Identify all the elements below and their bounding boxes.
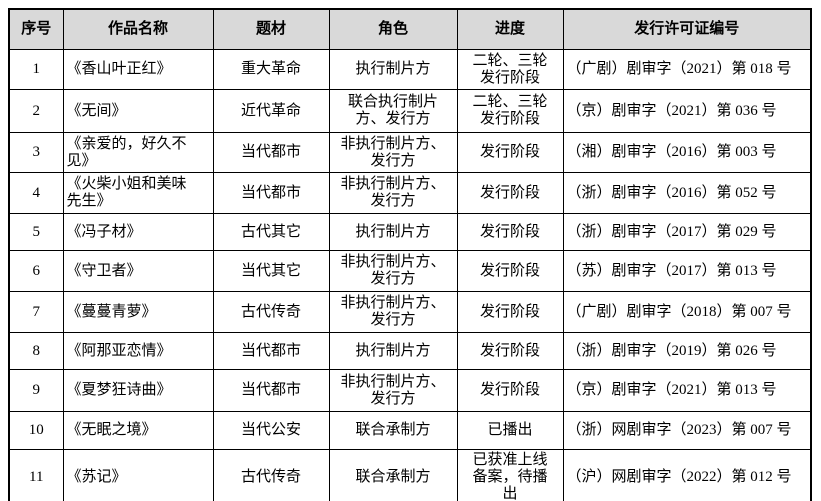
cell-license: （广剧）剧审字（2018）第 007 号 (562, 291, 812, 333)
cell-license: （沪）网剧审字（2022）第 012 号 (562, 449, 812, 501)
cell-progress: 二轮、三轮 发行阶段 (456, 89, 564, 133)
cell-role: 联合执行制片 方、发行方 (328, 89, 458, 133)
cell-role: 非执行制片方、 发行方 (328, 291, 458, 333)
cell-progress: 二轮、三轮 发行阶段 (456, 49, 564, 90)
cell-genre: 当代都市 (212, 172, 330, 214)
table-row: 1 《香山叶正红》 重大革命 执行制片方 二轮、三轮 发行阶段 （广剧）剧审字（… (8, 49, 812, 90)
cell-progress: 发行阶段 (456, 369, 564, 412)
cell-license: （苏）剧审字（2017）第 013 号 (562, 250, 812, 292)
cell-progress: 已获准上线 备案，待播 出 (456, 449, 564, 501)
cell-genre: 重大革命 (212, 49, 330, 90)
cell-genre: 当代都市 (212, 132, 330, 173)
cell-role: 联合承制方 (328, 411, 458, 450)
column-header-license: 发行许可证编号 (562, 8, 812, 50)
table-row: 10 《无眠之境》 当代公安 联合承制方 已播出 （浙）网剧审字（2023）第 … (8, 411, 812, 450)
column-header-genre: 题材 (212, 8, 330, 50)
cell-title: 《无眠之境》 (62, 411, 214, 450)
cell-genre: 当代都市 (212, 369, 330, 412)
cell-index: 7 (8, 291, 64, 333)
cell-license: （京）剧审字（2021）第 013 号 (562, 369, 812, 412)
cell-genre: 古代其它 (212, 213, 330, 251)
cell-license: （浙）剧审字（2019）第 026 号 (562, 332, 812, 370)
cell-role: 执行制片方 (328, 49, 458, 90)
cell-title: 《亲爱的，好久不 见》 (62, 132, 214, 173)
cell-index: 8 (8, 332, 64, 370)
cell-title: 《夏梦狂诗曲》 (62, 369, 214, 412)
cell-genre: 当代公安 (212, 411, 330, 450)
table-row: 9 《夏梦狂诗曲》 当代都市 非执行制片方、 发行方 发行阶段 （京）剧审字（2… (8, 369, 812, 412)
cell-license: （京）剧审字（2021）第 036 号 (562, 89, 812, 133)
works-table-header: 序号 作品名称 题材 角色 进度 发行许可证编号 (8, 8, 812, 50)
column-header-title: 作品名称 (62, 8, 214, 50)
table-row: 4 《火柴小姐和美味 先生》 当代都市 非执行制片方、 发行方 发行阶段 （浙）… (8, 172, 812, 214)
cell-role: 非执行制片方、 发行方 (328, 369, 458, 412)
cell-title: 《阿那亚恋情》 (62, 332, 214, 370)
cell-title: 《无间》 (62, 89, 214, 133)
cell-index: 9 (8, 369, 64, 412)
table-row: 3 《亲爱的，好久不 见》 当代都市 非执行制片方、 发行方 发行阶段 （湘）剧… (8, 132, 812, 173)
cell-role: 非执行制片方、 发行方 (328, 250, 458, 292)
cell-index: 3 (8, 132, 64, 173)
cell-license: （湘）剧审字（2016）第 003 号 (562, 132, 812, 173)
table-row: 6 《守卫者》 当代其它 非执行制片方、 发行方 发行阶段 （苏）剧审字（201… (8, 250, 812, 292)
cell-index: 5 (8, 213, 64, 251)
cell-progress: 已播出 (456, 411, 564, 450)
cell-index: 11 (8, 449, 64, 501)
cell-title: 《守卫者》 (62, 250, 214, 292)
cell-genre: 当代都市 (212, 332, 330, 370)
cell-progress: 发行阶段 (456, 332, 564, 370)
works-table: 序号 作品名称 题材 角色 进度 发行许可证编号 1 《香山叶正红》 重大革命 … (8, 8, 812, 501)
cell-role: 执行制片方 (328, 332, 458, 370)
column-header-role: 角色 (328, 8, 458, 50)
cell-index: 10 (8, 411, 64, 450)
cell-license: （浙）网剧审字（2023）第 007 号 (562, 411, 812, 450)
header-row: 序号 作品名称 题材 角色 进度 发行许可证编号 (8, 8, 812, 50)
cell-index: 4 (8, 172, 64, 214)
cell-progress: 发行阶段 (456, 291, 564, 333)
table-row: 7 《蔓蔓青萝》 古代传奇 非执行制片方、 发行方 发行阶段 （广剧）剧审字（2… (8, 291, 812, 333)
cell-title: 《冯子材》 (62, 213, 214, 251)
cell-title: 《火柴小姐和美味 先生》 (62, 172, 214, 214)
works-table-body: 1 《香山叶正红》 重大革命 执行制片方 二轮、三轮 发行阶段 （广剧）剧审字（… (8, 49, 812, 501)
table-row: 11 《苏记》 古代传奇 联合承制方 已获准上线 备案，待播 出 （沪）网剧审字… (8, 449, 812, 501)
cell-genre: 当代其它 (212, 250, 330, 292)
cell-title: 《苏记》 (62, 449, 214, 501)
column-header-index: 序号 (8, 8, 64, 50)
cell-genre: 古代传奇 (212, 291, 330, 333)
cell-progress: 发行阶段 (456, 132, 564, 173)
cell-title: 《蔓蔓青萝》 (62, 291, 214, 333)
cell-genre: 古代传奇 (212, 449, 330, 501)
cell-progress: 发行阶段 (456, 172, 564, 214)
cell-progress: 发行阶段 (456, 250, 564, 292)
cell-genre: 近代革命 (212, 89, 330, 133)
cell-role: 非执行制片方、 发行方 (328, 172, 458, 214)
cell-license: （浙）剧审字（2016）第 052 号 (562, 172, 812, 214)
cell-progress: 发行阶段 (456, 213, 564, 251)
table-row: 5 《冯子材》 古代其它 执行制片方 发行阶段 （浙）剧审字（2017）第 02… (8, 213, 812, 251)
cell-role: 执行制片方 (328, 213, 458, 251)
cell-title: 《香山叶正红》 (62, 49, 214, 90)
cell-index: 2 (8, 89, 64, 133)
cell-role: 非执行制片方、 发行方 (328, 132, 458, 173)
table-row: 8 《阿那亚恋情》 当代都市 执行制片方 发行阶段 （浙）剧审字（2019）第 … (8, 332, 812, 370)
table-row: 2 《无间》 近代革命 联合执行制片 方、发行方 二轮、三轮 发行阶段 （京）剧… (8, 89, 812, 133)
cell-license: （浙）剧审字（2017）第 029 号 (562, 213, 812, 251)
column-header-progress: 进度 (456, 8, 564, 50)
cell-role: 联合承制方 (328, 449, 458, 501)
cell-index: 1 (8, 49, 64, 90)
cell-index: 6 (8, 250, 64, 292)
cell-license: （广剧）剧审字（2021）第 018 号 (562, 49, 812, 90)
